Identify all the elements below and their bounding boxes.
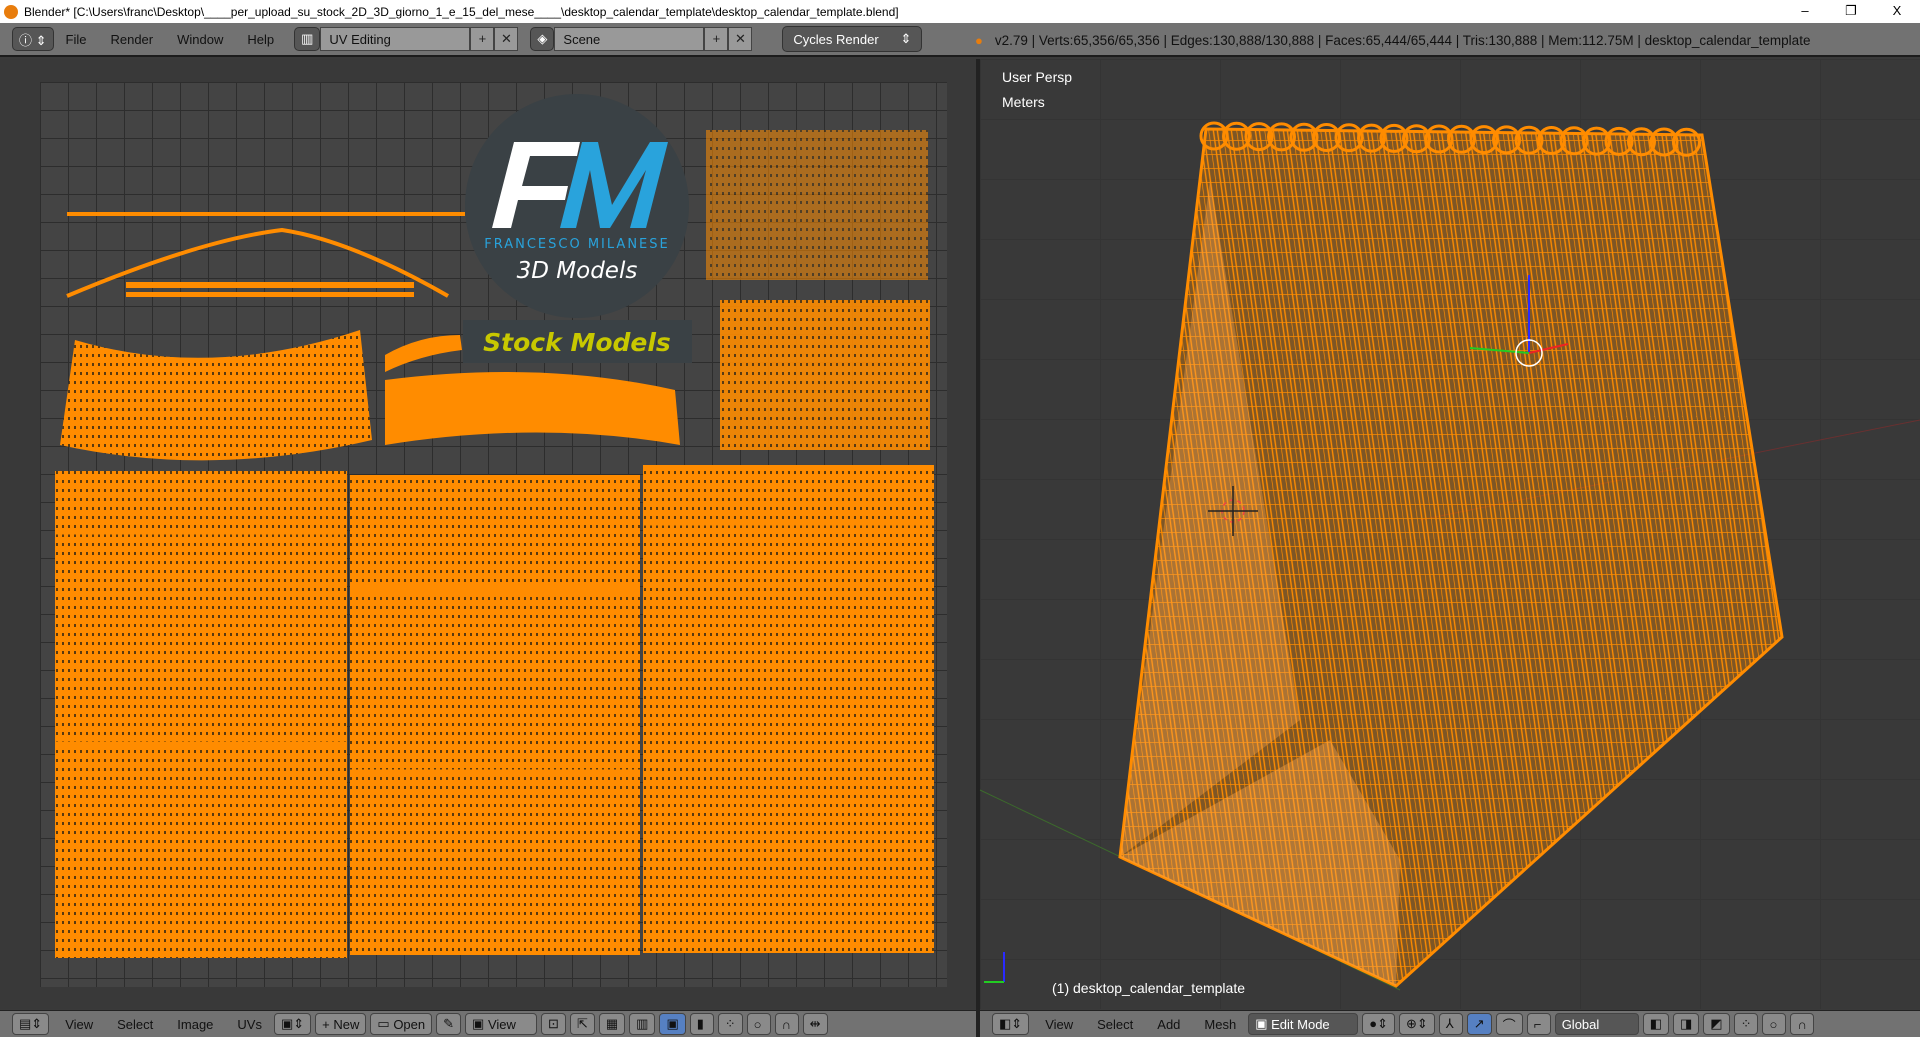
window-title: Blender* [C:\Users\franc\Desktop\____per… xyxy=(24,4,899,19)
face-mode-icon[interactable]: ◩ xyxy=(1703,1013,1730,1035)
uv-menu-uvs[interactable]: UVs xyxy=(237,1016,262,1032)
island-select-icon[interactable]: ▮ xyxy=(689,1013,714,1035)
vp-menu-mesh[interactable]: Mesh xyxy=(1204,1016,1237,1032)
scene-icon[interactable]: ◈ xyxy=(530,27,555,51)
uv-editor-header: ▤⇕ View Select Image UVs ▣⇕ + New ▭ Open… xyxy=(0,1010,976,1037)
vp-proportional-edit-icon[interactable]: ○ xyxy=(1762,1013,1787,1035)
sync-selection-icon[interactable]: ⇱ xyxy=(569,1013,595,1035)
3d-viewport[interactable]: User Persp Meters (1) desktop_calendar_t… xyxy=(980,59,1920,1009)
editor-type-button[interactable]: ▤⇕ xyxy=(12,1013,50,1035)
vertex-mode-icon[interactable]: ◧ xyxy=(1642,1013,1669,1035)
scene-stats: v2.79 | Verts:65,356/65,356 | Edges:130,… xyxy=(994,32,1811,48)
pivot-icon[interactable]: ⊡ xyxy=(541,1013,566,1035)
vp-menu-select[interactable]: Select xyxy=(1097,1016,1134,1032)
render-engine-label: Cycles Render xyxy=(793,31,879,47)
new-label: New xyxy=(333,1016,360,1032)
remove-layout-button[interactable]: ✕ xyxy=(494,27,519,51)
proportional-edit-icon[interactable]: ○ xyxy=(746,1013,771,1035)
menu-file[interactable]: File xyxy=(65,31,87,47)
view-persp-label: User Persp xyxy=(1002,69,1073,85)
info-header: ⓘ ⇕ File Render Window Help ▥ UV Editing… xyxy=(0,23,1920,57)
snap-element-icon[interactable]: ⇹ xyxy=(802,1013,828,1035)
scene-field[interactable]: Scene xyxy=(554,27,705,51)
render-engine-select[interactable]: Cycles Render ⇕ xyxy=(782,26,923,52)
edge-select-icon[interactable]: ▥ xyxy=(629,1013,656,1035)
menu-help[interactable]: Help xyxy=(247,31,275,47)
vp-menu-add[interactable]: Add xyxy=(1157,1016,1181,1032)
new-image-button[interactable]: + New xyxy=(315,1013,367,1035)
occlude-icon[interactable]: ⁘ xyxy=(1733,1013,1759,1035)
uv-image-canvas[interactable] xyxy=(40,82,947,987)
uv-menu-image[interactable]: Image xyxy=(177,1016,214,1032)
layout-field[interactable]: UV Editing xyxy=(320,27,471,51)
orientation-label: Global xyxy=(1561,1016,1600,1032)
viewport-header: ◧⇕ View Select Add Mesh ▣ Edit Mode ●⇕ ⊕… xyxy=(980,1010,1920,1037)
rotate-manipulator-icon[interactable]: ⌒ xyxy=(1495,1013,1523,1035)
remove-scene-button[interactable]: ✕ xyxy=(728,27,753,51)
add-scene-button[interactable]: + xyxy=(704,27,729,51)
menu-render[interactable]: Render xyxy=(110,31,154,47)
translate-manipulator-icon[interactable]: ↗ xyxy=(1466,1013,1492,1035)
active-object-label: (1) desktop_calendar_template xyxy=(1052,980,1246,996)
editor-type-info-button[interactable]: ⓘ ⇕ xyxy=(12,27,54,51)
sticky-mode-icon[interactable]: ⁘ xyxy=(717,1013,743,1035)
layout-icon[interactable]: ▥ xyxy=(294,27,321,51)
face-select-icon[interactable]: ▣ xyxy=(659,1013,686,1035)
edge-mode-icon[interactable]: ◨ xyxy=(1672,1013,1700,1035)
vertex-select-icon[interactable]: ▦ xyxy=(598,1013,626,1035)
image-browse-button[interactable]: ▣⇕ xyxy=(273,1013,312,1035)
uv-menu-select[interactable]: Select xyxy=(117,1016,154,1032)
view-mode-select[interactable]: ▣ View xyxy=(465,1013,538,1035)
blender-logo-icon: ● xyxy=(975,32,983,48)
viewport-editor-type-button[interactable]: ◧⇕ xyxy=(992,1013,1030,1035)
manipulator-toggle-icon[interactable]: ⅄ xyxy=(1438,1013,1463,1035)
open-image-button[interactable]: ▭ Open xyxy=(370,1013,433,1035)
mode-select[interactable]: ▣ Edit Mode xyxy=(1248,1013,1359,1035)
uv-editor[interactable] xyxy=(0,59,976,1009)
area-divider[interactable] xyxy=(976,59,980,1037)
minimize-button[interactable]: – xyxy=(1801,3,1809,18)
menu-window[interactable]: Window xyxy=(177,31,224,47)
snap-icon[interactable]: ∩ xyxy=(774,1013,799,1035)
units-label: Meters xyxy=(1002,94,1045,110)
vp-menu-view[interactable]: View xyxy=(1045,1016,1074,1032)
blender-icon xyxy=(4,4,18,19)
shading-select[interactable]: ●⇕ xyxy=(1362,1013,1395,1035)
close-button[interactable]: X xyxy=(1892,3,1902,18)
scale-manipulator-icon[interactable]: ⌐ xyxy=(1526,1013,1551,1035)
pivot-point-select[interactable]: ⊕⇕ xyxy=(1398,1013,1435,1035)
view-mode-label: View xyxy=(487,1016,516,1032)
add-layout-button[interactable]: + xyxy=(470,27,495,51)
restore-button[interactable]: ❐ xyxy=(1845,3,1857,18)
pin-icon[interactable]: ✎ xyxy=(436,1013,462,1035)
vp-snap-icon[interactable]: ∩ xyxy=(1790,1013,1815,1035)
open-label: Open xyxy=(393,1016,426,1032)
title-bar: Blender* [C:\Users\franc\Desktop\____per… xyxy=(0,0,1920,23)
orientation-select[interactable]: Global xyxy=(1554,1013,1639,1035)
mode-label: Edit Mode xyxy=(1271,1016,1330,1032)
uv-menu-view[interactable]: View xyxy=(65,1016,94,1032)
